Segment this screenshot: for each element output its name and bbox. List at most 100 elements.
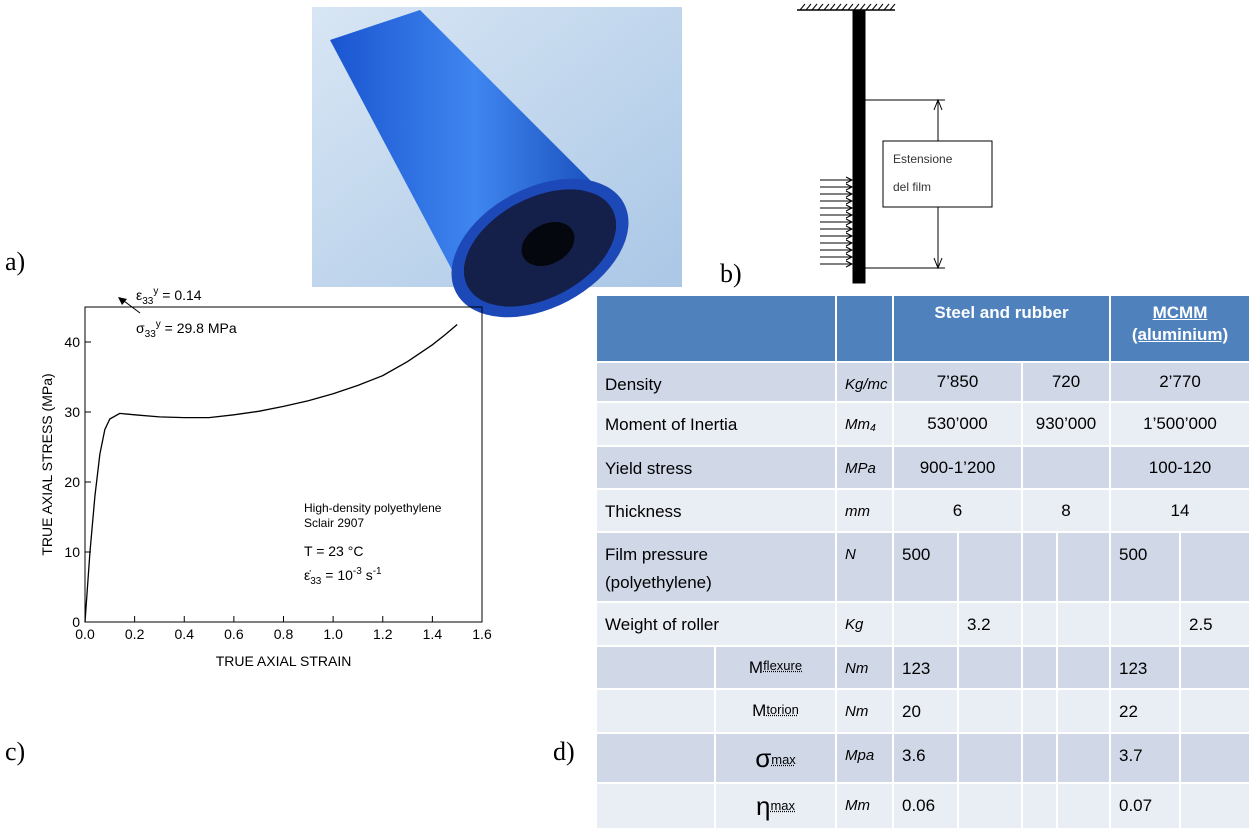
annotation: T = 23 °C — [304, 543, 363, 559]
table-cell: mm — [836, 489, 893, 532]
table-value: 0.07 — [1119, 796, 1152, 815]
table-cell: 3.7 — [1110, 733, 1180, 783]
stress-strain-curve — [85, 325, 457, 623]
table-cell: Kg/mc — [836, 362, 893, 402]
table-cell: Yield stress — [596, 446, 836, 489]
hatch — [824, 4, 829, 10]
table-value: 123 — [902, 659, 930, 678]
row-symbol-sub: max — [771, 746, 796, 782]
table-cell: 3.2 — [958, 602, 1022, 646]
column-header: MCMM — [1119, 302, 1241, 324]
table-cell: 2.5 — [1180, 602, 1250, 646]
table-cell: N — [836, 532, 893, 602]
annotation-part: = 10 — [321, 567, 353, 583]
table-cell — [1057, 646, 1110, 689]
diagram: Estensione del film — [797, 4, 992, 283]
table-cell — [1110, 602, 1180, 646]
table-value: 8 — [1061, 497, 1070, 525]
table-cell — [1057, 689, 1110, 733]
table-cell — [596, 689, 715, 733]
table-value: 3.7 — [1119, 746, 1143, 765]
table-cell — [958, 646, 1022, 689]
hatch — [842, 4, 847, 10]
y-tick-label: 10 — [64, 544, 80, 560]
row-unit: Nm — [845, 703, 868, 720]
x-tick-label: 0.4 — [175, 626, 195, 642]
annotation-part: 33 — [145, 329, 157, 340]
table-cell — [1022, 602, 1057, 646]
table-value: 1’500’000 — [1143, 410, 1217, 438]
table-cell — [596, 295, 836, 362]
annotation-part: = 0.14 — [158, 287, 201, 303]
panel-label: a) — [5, 247, 25, 276]
annotation-part: σ — [136, 320, 145, 336]
annotation: σ33y = 29.8 MPa — [136, 319, 237, 340]
table-cell: Film pressure(polyethylene) — [596, 532, 836, 602]
table-cell: Weight of roller — [596, 602, 836, 646]
hatch — [836, 4, 841, 10]
row-label: Moment of Inertia — [605, 415, 737, 434]
table-cell — [1057, 783, 1110, 829]
y-tick-label: 40 — [64, 334, 80, 350]
table-cell: 500 — [1110, 532, 1180, 602]
row-label: Thickness — [605, 502, 682, 521]
table-cell: 100-120 — [1110, 446, 1250, 489]
table-cell: MPa — [836, 446, 893, 489]
x-tick-label: 1.0 — [323, 626, 343, 642]
table-cell — [958, 733, 1022, 783]
table-cell — [1022, 532, 1057, 602]
row-symbol-sub: torion — [766, 696, 799, 732]
table-cell — [1180, 689, 1250, 733]
table-cell: 900-1’200 — [893, 446, 1022, 489]
table-cell: Mm₄ — [836, 402, 893, 446]
table-cell: 8 — [1022, 489, 1110, 532]
panel-label: c) — [5, 737, 25, 766]
table-cell — [1057, 602, 1110, 646]
table-cell — [596, 783, 715, 829]
table-cell: 720 — [1022, 362, 1110, 402]
row-unit: MPa — [845, 460, 876, 477]
table-cell: Moment of Inertia — [596, 402, 836, 446]
x-axis-label: TRUE AXIAL STRAIN — [216, 653, 352, 669]
annotation: Sclair 2907 — [304, 516, 364, 530]
column-header: Steel and rubber — [934, 303, 1068, 322]
table-cell — [958, 783, 1022, 829]
table-cell — [1180, 733, 1250, 783]
annotation: ε̇33 = 10-3 s-1 — [304, 566, 382, 587]
table-cell — [1057, 532, 1110, 602]
row-unit: mm — [845, 503, 870, 520]
hatch — [830, 4, 835, 10]
table-value: 14 — [1171, 497, 1190, 525]
x-tick-label: 0.6 — [224, 626, 244, 642]
hatch — [806, 4, 811, 10]
table-cell: Nm — [836, 646, 893, 689]
row-label: (polyethylene) — [605, 569, 827, 597]
table-value: 530’000 — [927, 410, 988, 438]
row-unit: Mm — [845, 797, 870, 814]
table-cell — [1180, 532, 1250, 602]
table-cell — [1180, 783, 1250, 829]
hatch — [872, 4, 877, 10]
annotation-arrow-head — [118, 297, 127, 305]
table-cell — [1022, 783, 1057, 829]
table-cell: MCMM(aluminium) — [1110, 295, 1250, 362]
y-tick-label: 20 — [64, 474, 80, 490]
hatch — [878, 4, 883, 10]
table-value: 720 — [1052, 368, 1080, 396]
row-label: Weight of roller — [605, 615, 719, 634]
x-tick-label: 1.2 — [373, 626, 393, 642]
hatch — [860, 4, 865, 10]
row-unit: N — [845, 546, 856, 563]
x-tick-label: 0.2 — [125, 626, 145, 642]
hatch — [848, 4, 853, 10]
table-cell — [958, 689, 1022, 733]
table-cell: 3.6 — [893, 733, 958, 783]
row-unit: Kg — [845, 616, 863, 633]
table-value: 100-120 — [1149, 454, 1211, 482]
table-value: 500 — [1119, 545, 1147, 564]
table-value: 6 — [953, 497, 962, 525]
table-cell: 530’000 — [893, 402, 1022, 446]
panel-label: d) — [553, 737, 575, 766]
